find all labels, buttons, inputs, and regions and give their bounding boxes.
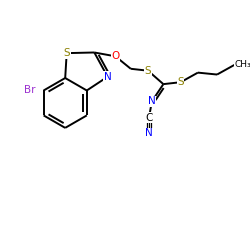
Text: S: S (177, 77, 184, 87)
Text: O: O (111, 51, 120, 61)
Text: S: S (145, 66, 151, 76)
Text: N: N (104, 72, 112, 82)
Text: S: S (64, 48, 70, 58)
Text: CH₃: CH₃ (235, 60, 250, 70)
Text: N: N (145, 128, 153, 138)
Text: Br: Br (24, 84, 36, 94)
Text: C: C (145, 113, 153, 123)
Text: N: N (148, 96, 156, 106)
